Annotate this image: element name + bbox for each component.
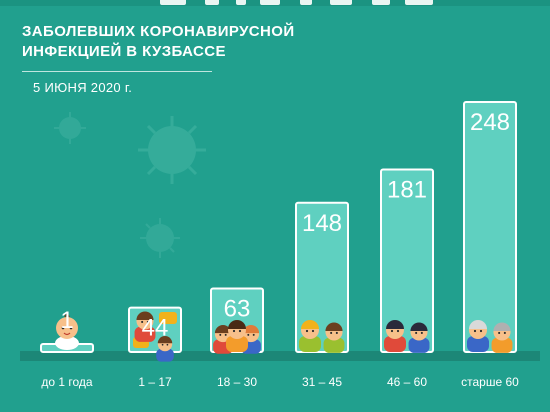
virus-decorations bbox=[54, 112, 206, 258]
kids-icon bbox=[133, 311, 177, 362]
category-label-0: до 1 года bbox=[41, 375, 93, 389]
category-label-5: старше 60 bbox=[461, 375, 519, 389]
cropped-title-strip bbox=[0, 0, 550, 6]
bars bbox=[40, 101, 517, 354]
category-label-2: 18 – 30 bbox=[217, 375, 257, 389]
title-divider bbox=[22, 71, 212, 72]
value-labels: 1 44 63 148 181 248 bbox=[60, 109, 510, 342]
value-label-5: 248 bbox=[470, 109, 510, 136]
baby-icon bbox=[55, 313, 79, 350]
category-label-3: 31 – 45 bbox=[302, 375, 342, 389]
category-label-4: 46 – 60 bbox=[387, 375, 427, 389]
baseline-plinth bbox=[20, 351, 540, 361]
value-label-4: 181 bbox=[387, 177, 427, 204]
virus-icon bbox=[140, 218, 180, 258]
bar-4 bbox=[380, 168, 434, 353]
young-adults-icon bbox=[213, 320, 261, 354]
adults-couple-icon bbox=[299, 320, 345, 353]
value-label-1: 44 bbox=[142, 315, 169, 342]
middle-aged-couple-icon bbox=[384, 320, 430, 353]
category-label-1: 1 – 17 bbox=[138, 375, 172, 389]
value-label-0: 1 bbox=[60, 307, 73, 334]
category-labels: до 1 года 1 – 17 18 – 30 31 – 45 46 – 60 стар… bbox=[41, 375, 519, 389]
virus-icon bbox=[138, 116, 206, 184]
seniors-couple-icon bbox=[467, 320, 513, 353]
chart-date: 5 ИЮНЯ 2020 г. bbox=[33, 80, 133, 95]
virus-icon bbox=[54, 112, 86, 144]
chart-subtitle: ЗАБОЛЕВШИХ КОРОНАВИРУСНОЙ ИНФЕКЦИЕЙ В КУ… bbox=[22, 23, 295, 60]
value-label-2: 63 bbox=[224, 295, 251, 322]
value-label-3: 148 bbox=[302, 210, 342, 237]
bar-5 bbox=[463, 101, 517, 353]
people-icons bbox=[55, 311, 513, 362]
bar-3 bbox=[295, 201, 349, 353]
